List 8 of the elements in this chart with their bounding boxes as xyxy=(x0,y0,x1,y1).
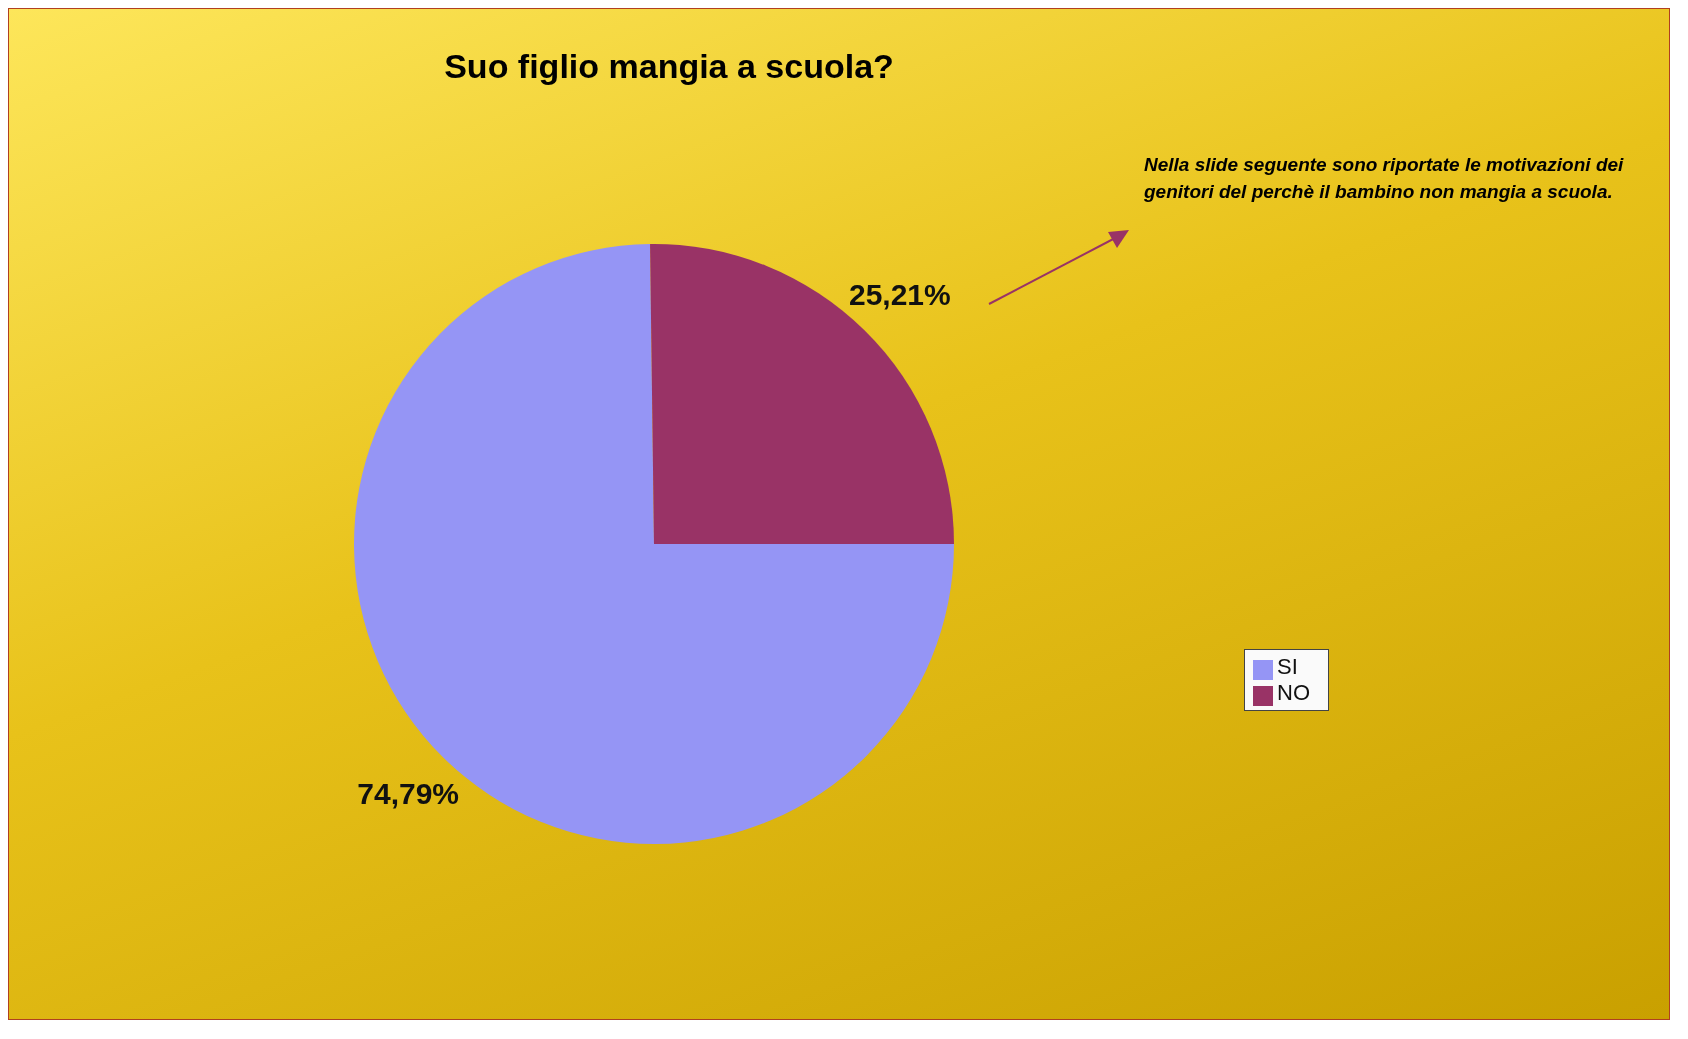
pie-slice xyxy=(650,244,954,544)
text: Nella slide seguente sono riportate le motivazioni dei genitori del perchè il bambino non mangia a scuola. xyxy=(1144,153,1624,204)
chart-title: Suo figlio mangia a scuola? xyxy=(443,47,895,86)
pie-slice xyxy=(354,244,954,844)
data-label: 74,79% xyxy=(357,776,460,810)
legend-label: NO xyxy=(1277,680,1310,705)
data-label: 25,21% xyxy=(848,278,951,312)
legend-label: SI xyxy=(1277,654,1298,679)
